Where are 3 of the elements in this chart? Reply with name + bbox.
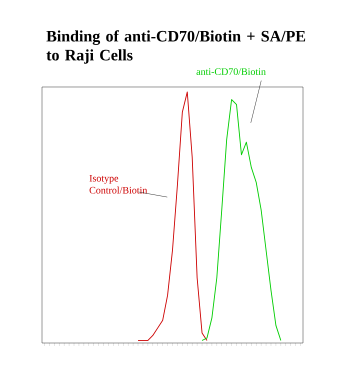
text: anti-CD70/Biotin [196, 68, 266, 75]
text: Isotype Control/Biotin [90, 174, 148, 194]
chart-title: Binding of anti-CD70/Biotin + SA/PE to Raji Cells [46, 30, 306, 64]
